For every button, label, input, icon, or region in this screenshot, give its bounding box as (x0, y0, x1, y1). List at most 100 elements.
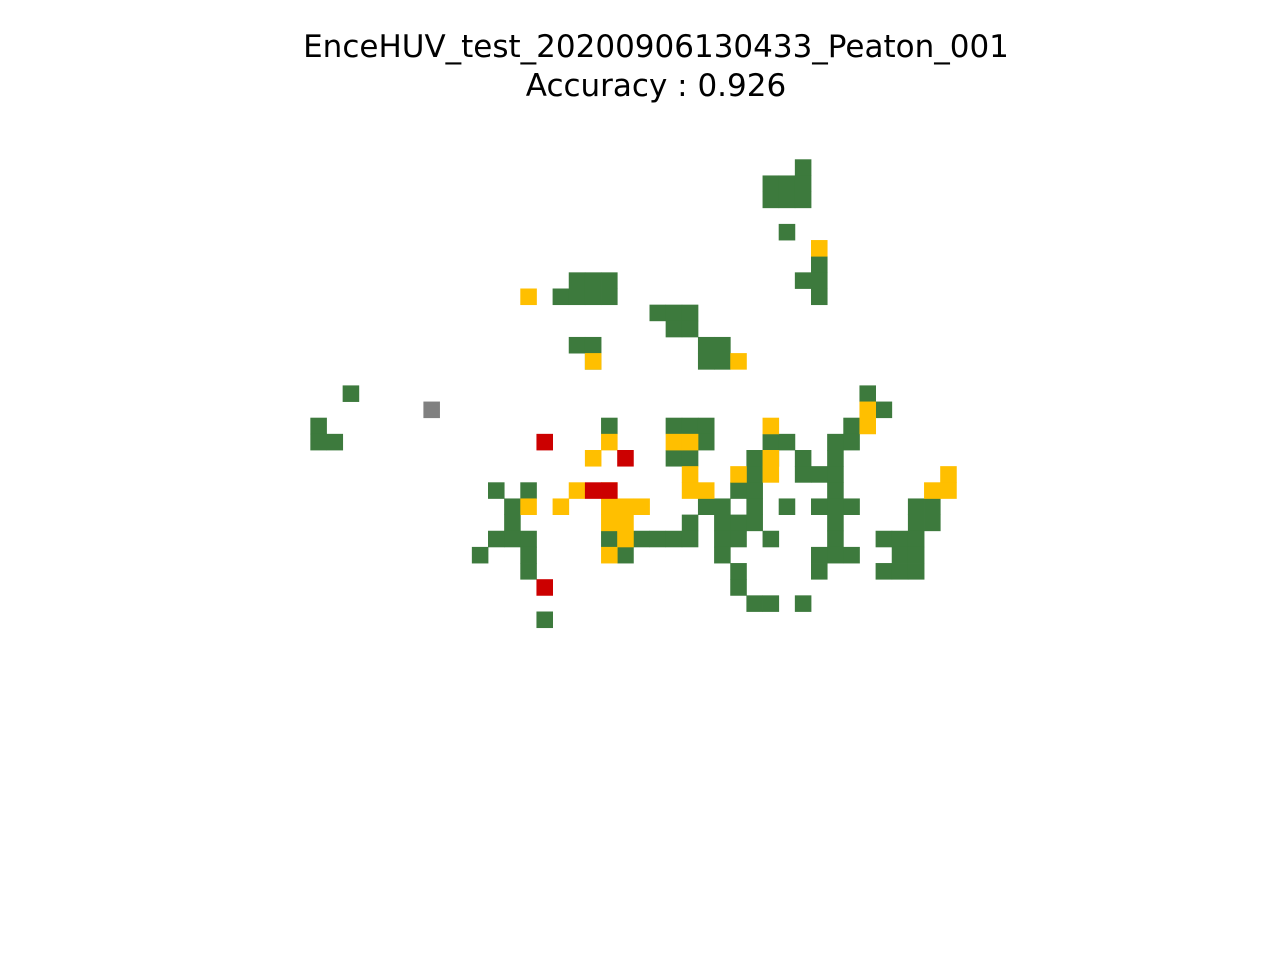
heatmap-cell-green (697, 498, 715, 515)
heatmap-cell-yellow (762, 417, 780, 435)
heatmap-cell-green (730, 482, 747, 499)
heatmap-cell-green (746, 450, 763, 467)
heatmap-cell-green (843, 498, 860, 515)
heatmap-cell-green (924, 514, 941, 532)
heatmap-cell-green (504, 530, 521, 548)
heatmap-cell-yellow (601, 433, 618, 451)
heatmap-cell-green (746, 498, 763, 515)
heatmap-cell-green (811, 256, 828, 273)
heatmap-cell-red (536, 579, 553, 596)
heatmap-cell-green (907, 498, 925, 515)
heatmap-cell-green (811, 546, 828, 564)
heatmap-cell-yellow (762, 450, 780, 467)
heatmap-cell-green (568, 288, 586, 306)
heatmap-cell-green (471, 546, 489, 564)
heatmap-cell-green (827, 482, 844, 499)
heatmap-cell-green (504, 498, 521, 515)
heatmap-cell-green (794, 450, 812, 467)
heatmap-cell-green (681, 417, 699, 435)
heatmap-cell-green (601, 417, 618, 435)
heatmap-cell-yellow (730, 353, 747, 370)
heatmap-cell-green (326, 433, 344, 451)
heatmap-cell-green (730, 514, 747, 532)
heatmap-cell-green (811, 272, 828, 289)
heatmap-cell-red (584, 482, 602, 499)
heatmap-cell-green (697, 417, 715, 435)
heatmap-cell-green (827, 450, 844, 467)
heatmap-cell-green (859, 385, 876, 402)
heatmap-cell-green (827, 466, 844, 483)
heatmap-cell-green (827, 546, 844, 564)
heatmap-cell-green (714, 546, 731, 564)
heatmap-cell-green (875, 530, 893, 548)
heatmap-cell-green (843, 546, 860, 564)
heatmap-cell-green (891, 530, 909, 548)
heatmap-cell-green (762, 175, 780, 192)
heatmap-cell-green (875, 563, 893, 580)
heatmap-cell-green (697, 433, 715, 451)
heatmap-cell-yellow (568, 482, 586, 499)
heatmap-cell-yellow (584, 450, 602, 467)
heatmap-cell-green (665, 530, 683, 548)
heatmap-cell-green (794, 159, 812, 176)
heatmap-cell-green (778, 223, 796, 241)
heatmap-cell-yellow (681, 466, 699, 483)
heatmap-cell-yellow (601, 498, 618, 515)
heatmap-cell-green (762, 191, 780, 209)
heatmap-cell-green (568, 336, 586, 354)
heatmap-cell-green (601, 530, 618, 548)
heatmap-cell-green (907, 514, 925, 532)
heatmap-cell-green (714, 498, 731, 515)
heatmap-cell-green (794, 272, 812, 289)
heatmap-cell-green (584, 272, 602, 289)
heatmap-cell-green (762, 433, 780, 451)
heatmap-cell-green (681, 530, 699, 548)
heatmap-cell-green (875, 401, 893, 419)
heatmap-cell-green (681, 304, 699, 322)
heatmap-cell-green (762, 530, 780, 548)
heatmap-cell-green (665, 304, 683, 322)
heatmap-cell-yellow (940, 466, 957, 483)
heatmap-cell-green (714, 514, 731, 532)
heatmap-cell-yellow (520, 288, 537, 306)
heatmap-cell-green (762, 595, 780, 612)
heatmap-cell-green (891, 563, 909, 580)
heatmap-cell-green (584, 336, 602, 354)
heatmap-cell-green (520, 530, 537, 548)
heatmap-cell-yellow (859, 401, 876, 419)
heatmap-cell-green (665, 450, 683, 467)
heatmap-cell-green (714, 530, 731, 548)
heatmap-cell-green (310, 417, 327, 435)
heatmap-cell-green (811, 466, 828, 483)
heatmap-cell-green (746, 514, 763, 532)
heatmap-cell-green (584, 288, 602, 306)
heatmap-cell-green (843, 417, 860, 435)
heatmap-cell-green (794, 191, 812, 209)
heatmap-cell-green (714, 336, 731, 354)
heatmap-cell-green (827, 498, 844, 515)
heatmap-cell-green (649, 530, 667, 548)
heatmap-cell-yellow (730, 466, 747, 483)
heatmap-cell-green (665, 417, 683, 435)
heatmap-cell-yellow (681, 482, 699, 499)
heatmap-cell-green (907, 530, 925, 548)
heatmap-cell-yellow (552, 498, 570, 515)
heatmap-cell-yellow (617, 514, 634, 532)
heatmap-cell-green (310, 433, 327, 451)
heatmap-cell-yellow (633, 498, 650, 515)
heatmap-cell-yellow (924, 482, 941, 499)
heatmap-cell-red (617, 450, 634, 467)
heatmap-cell-gray (423, 401, 440, 419)
chart-subtitle: Accuracy : 0.926 (525, 68, 787, 104)
heatmap-cell-green (794, 466, 812, 483)
heatmap-cell-yellow (601, 546, 618, 564)
heatmap-cell-green (520, 482, 537, 499)
heatmap-cell-yellow (681, 433, 699, 451)
heatmap-cell-green (827, 433, 844, 451)
heatmap-cell-green (778, 498, 796, 515)
heatmap-cell-green (520, 546, 537, 564)
heatmap-cell-yellow (520, 498, 537, 515)
heatmap-cell-green (681, 514, 699, 532)
